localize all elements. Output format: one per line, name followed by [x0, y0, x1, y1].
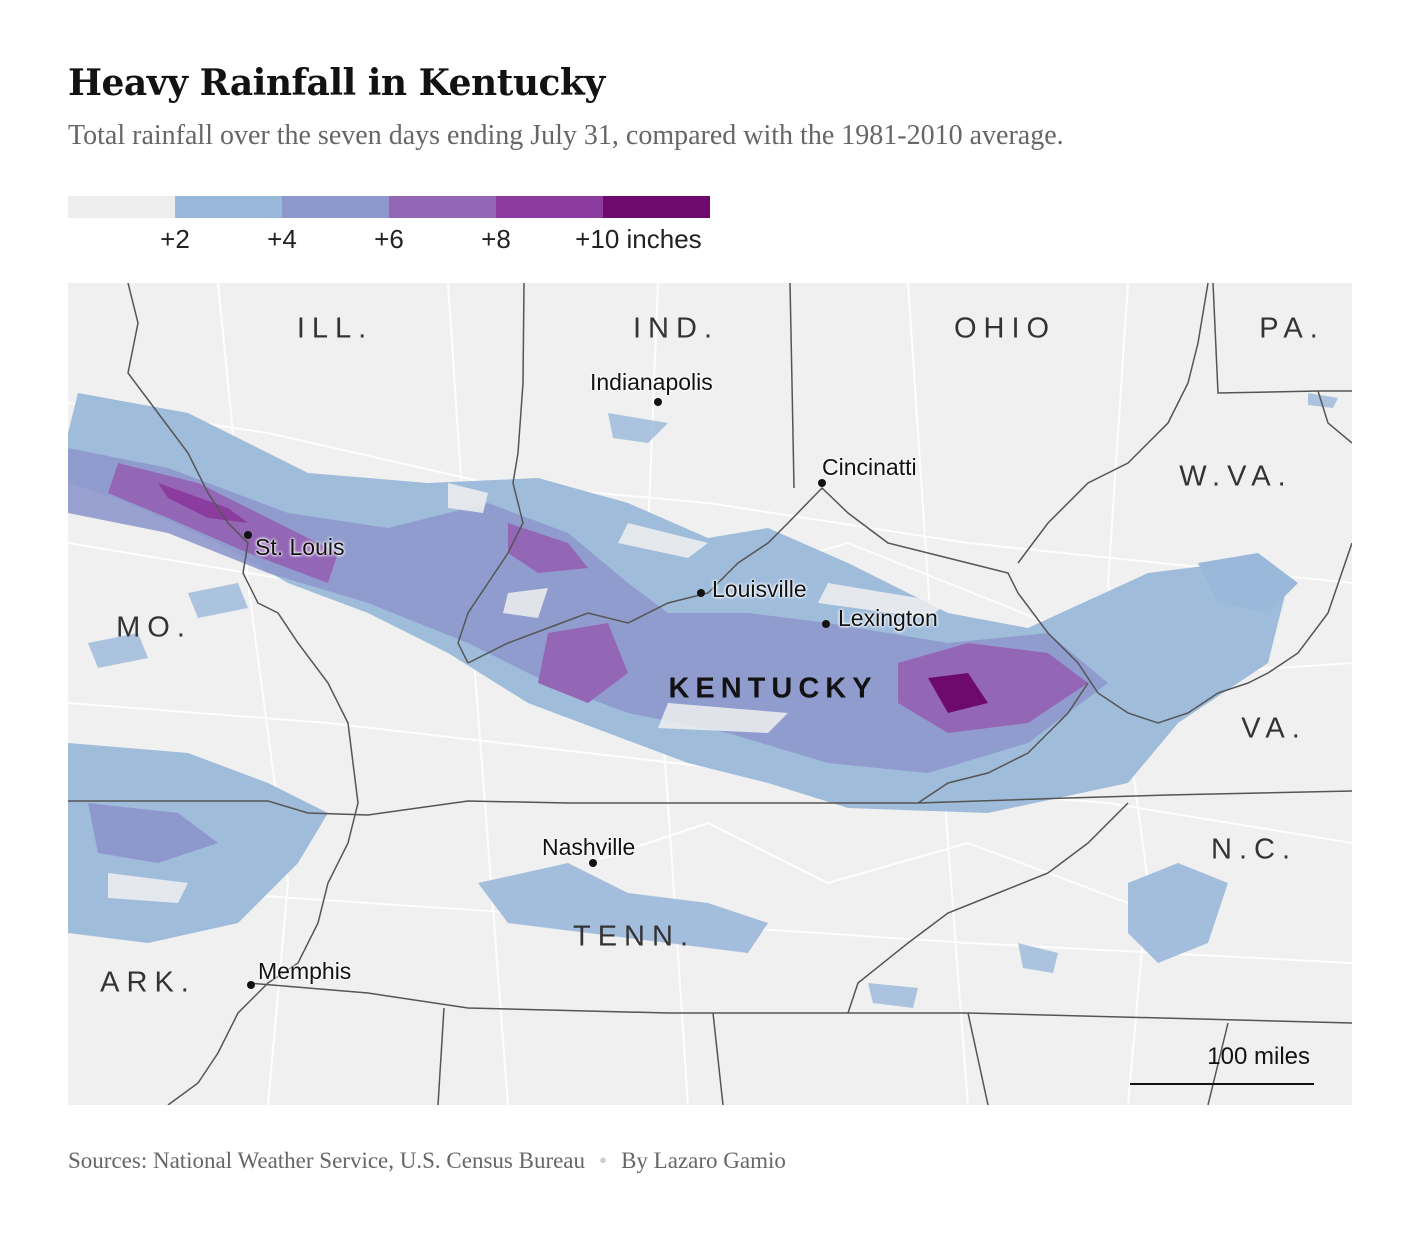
city-label-cincinnati: Cincinatti [822, 454, 917, 480]
rainfall-map: ILL. IND. OHIO PA. W.VA. MO. KENTUCKY VA… [68, 283, 1352, 1105]
legend-swatch-4 [496, 196, 603, 218]
legend-swatch-3 [389, 196, 496, 218]
legend-tick-10: +10 inches [575, 224, 702, 254]
city-dot-lexington [822, 620, 830, 628]
state-label-va: VA. [1241, 712, 1307, 745]
state-borders [68, 283, 1352, 1105]
scale-bar [1130, 1083, 1314, 1085]
city-label-nashville: Nashville [542, 834, 636, 860]
footer-separator-dot: • [599, 1148, 608, 1173]
legend-tick-4: +4 [267, 224, 297, 254]
city-label-lexington: Lexington [838, 605, 938, 631]
state-label-ind: IND. [633, 312, 719, 345]
city-dot-nashville [589, 859, 597, 867]
legend-color-bar [68, 196, 710, 218]
legend-tick-8: +8 [481, 224, 511, 254]
sources-text: Sources: National Weather Service, U.S. … [68, 1148, 586, 1173]
legend-swatch-1 [175, 196, 282, 218]
chart-title: Heavy Rainfall in Kentucky [68, 62, 605, 104]
city-label-louisville: Louisville [712, 576, 807, 602]
legend-tick-6: +6 [374, 224, 404, 254]
state-label-nc: N.C. [1211, 833, 1297, 866]
city-dot-indianapolis [654, 398, 662, 406]
chart-subtitle: Total rainfall over the seven days endin… [68, 120, 1064, 151]
rainfall-overlay [68, 393, 1338, 1008]
rain-gaps [108, 483, 948, 903]
city-label-stlouis: St. Louis [255, 534, 345, 560]
legend-swatch-2 [282, 196, 389, 218]
state-label-ark: ARK. [100, 966, 196, 999]
state-label-pa: PA. [1259, 312, 1325, 345]
legend-tick-2: +2 [160, 224, 190, 254]
color-legend: +2 +4 +6 +8 +10 inches [68, 196, 710, 258]
byline-text: By Lazaro Gamio [621, 1148, 786, 1173]
state-label-wva: W.VA. [1179, 460, 1293, 493]
legend-swatch-0 [68, 196, 175, 218]
state-label-mo: MO. [116, 611, 192, 644]
scale-bar-label: 100 miles [1207, 1043, 1310, 1070]
state-label-kentucky: KENTUCKY [668, 672, 878, 705]
state-label-ill: ILL. [296, 312, 374, 345]
city-label-indianapolis: Indianapolis [590, 369, 713, 395]
state-label-tenn: TENN. [573, 920, 695, 953]
footer-credits: Sources: National Weather Service, U.S. … [68, 1148, 786, 1174]
map-canvas [68, 283, 1352, 1105]
city-dot-louisville [697, 589, 705, 597]
legend-swatch-5 [603, 196, 710, 218]
city-dot-memphis [247, 981, 255, 989]
city-dot-cincinnati [818, 479, 826, 487]
city-label-memphis: Memphis [258, 958, 352, 984]
state-label-ohio: OHIO [953, 312, 1057, 345]
city-dot-stlouis [244, 531, 252, 539]
